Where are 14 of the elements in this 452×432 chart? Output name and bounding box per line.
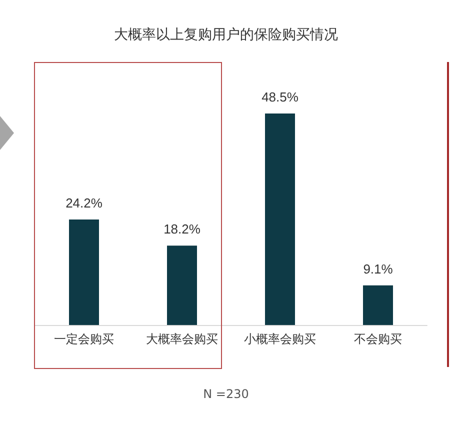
x-tick-label: 大概率会购买 <box>146 332 218 346</box>
data-label: 48.5% <box>262 90 299 104</box>
bar <box>363 285 393 325</box>
text: N =230 <box>203 387 249 401</box>
bar <box>265 114 295 325</box>
data-label: 18.2% <box>164 222 201 237</box>
x-tick-label: 一定会购买 <box>54 332 114 346</box>
bar <box>167 246 197 325</box>
chart-title: 大概率以上复购用户的保险购买情况 <box>114 26 338 42</box>
data-label: 9.1% <box>363 261 394 276</box>
bar <box>69 219 99 325</box>
data-label: 24.2% <box>66 195 103 210</box>
x-tick-label: 不会购买 <box>354 332 402 346</box>
x-tick-label: 小概率会购买 <box>244 332 316 346</box>
